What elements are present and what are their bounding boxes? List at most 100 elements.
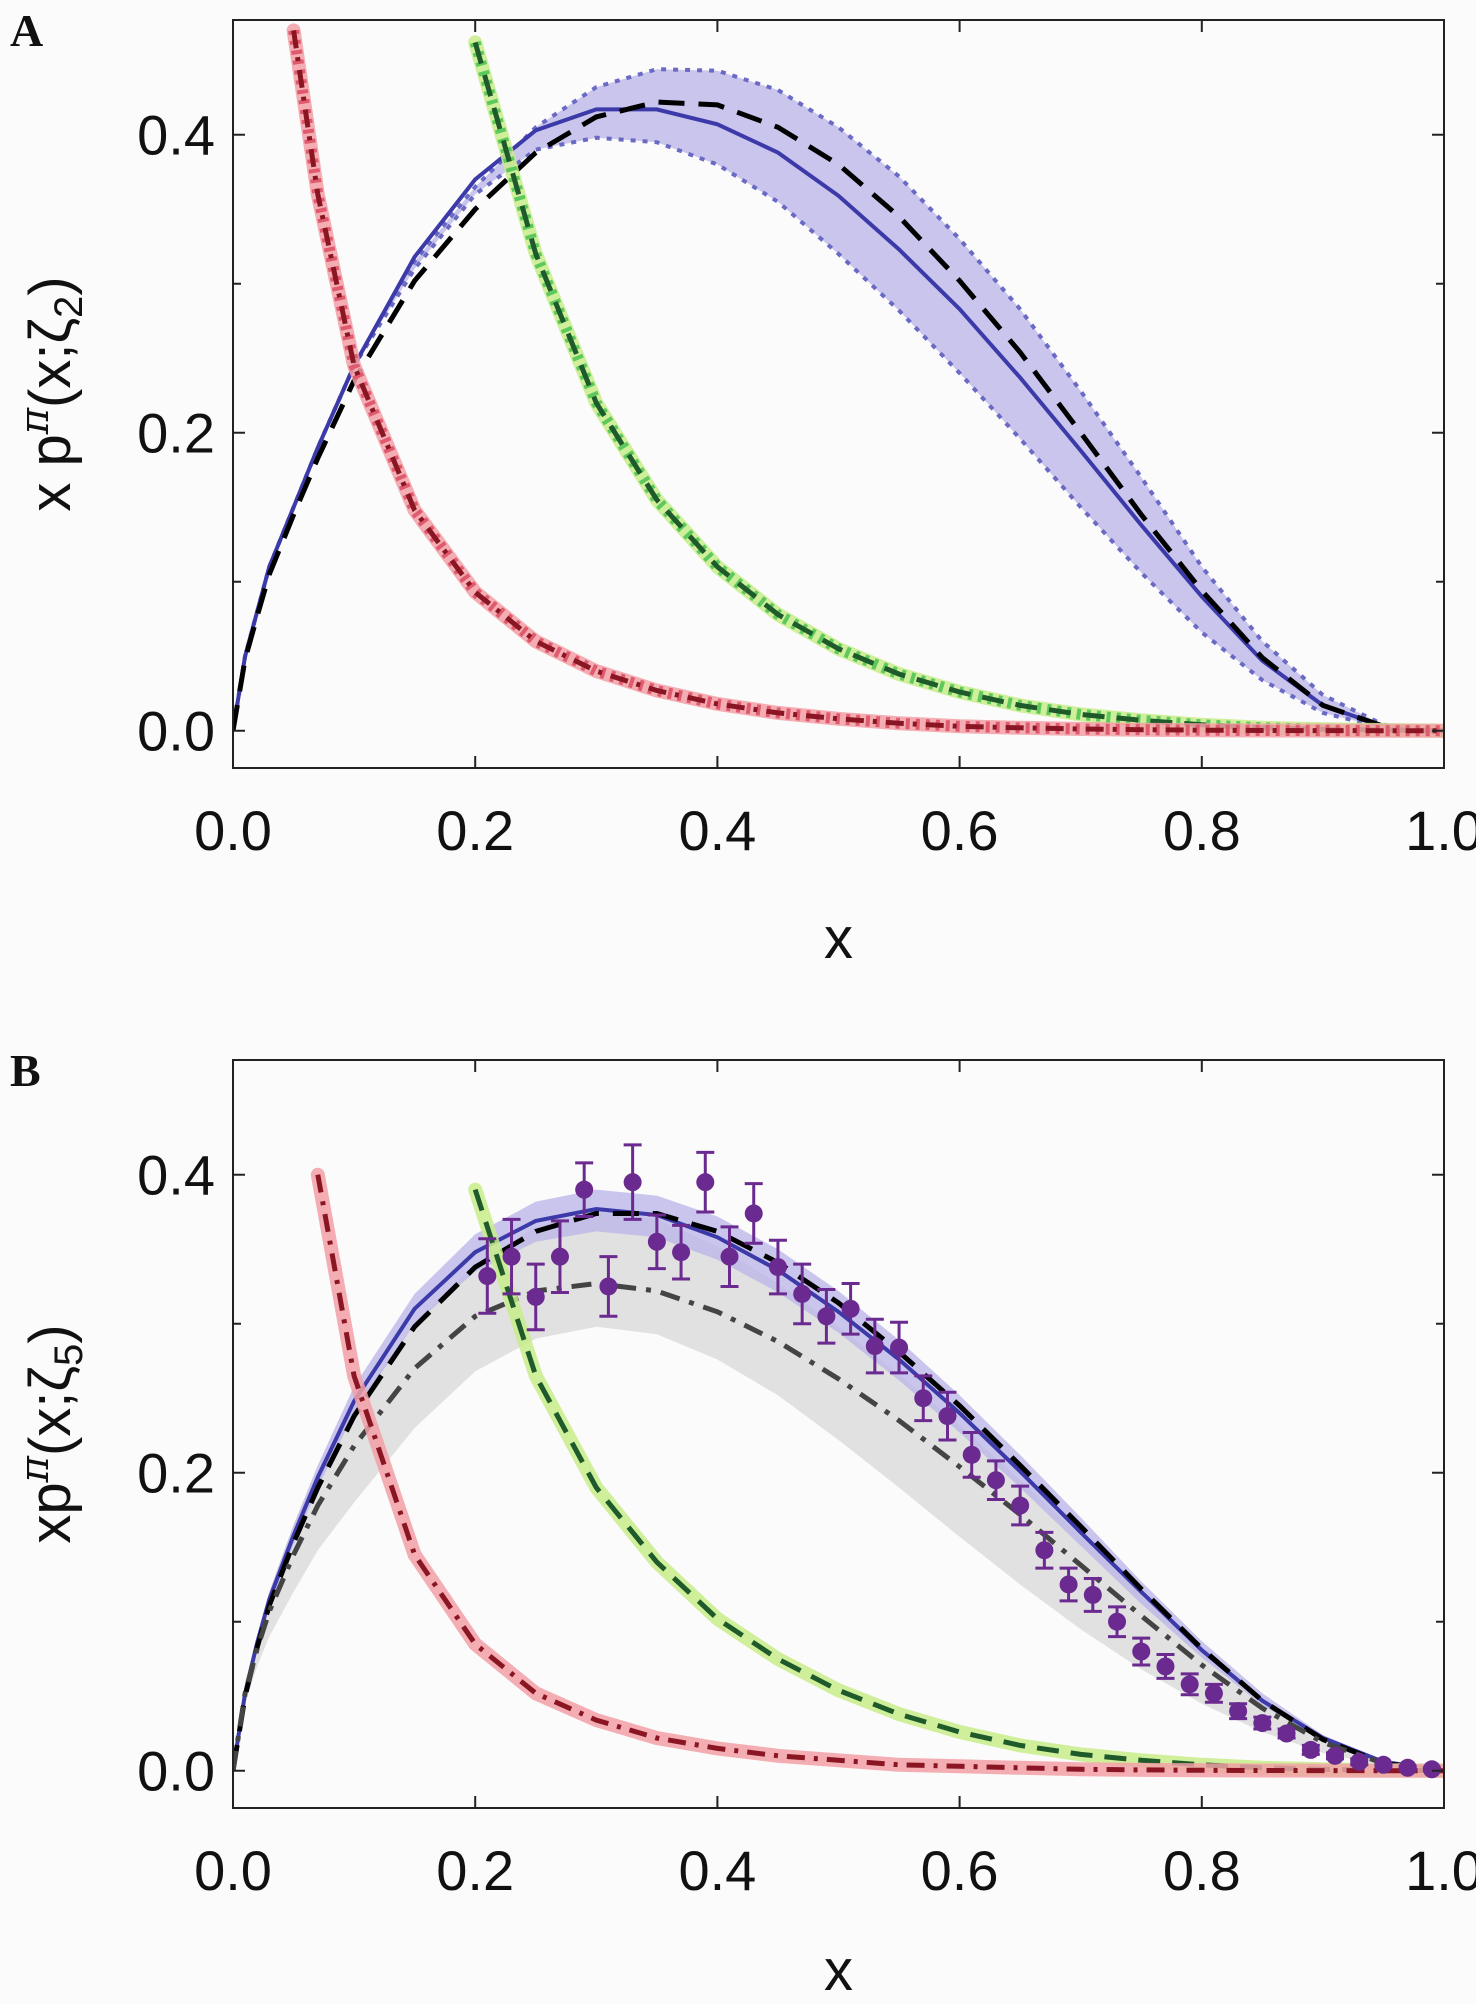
panel-a-red-dashdot-dotted <box>288 29 1444 737</box>
y-tick-label: 0.2 <box>137 1442 215 1505</box>
panel-a-x-axis-label: x <box>824 906 853 971</box>
x-tick-label: 0.8 <box>1163 799 1241 862</box>
y-tick-label: 0.2 <box>137 402 215 465</box>
y-axis-label-part: (x;ζ <box>18 318 83 408</box>
data-marker <box>1108 1612 1127 1631</box>
panel-a-series-green-dashed <box>472 41 1444 734</box>
data-marker <box>986 1471 1005 1490</box>
data-marker <box>623 1173 642 1192</box>
data-point <box>938 1390 957 1442</box>
data-point <box>1035 1530 1054 1570</box>
panel-a-green-dashed-band <box>468 35 1444 738</box>
panel-a-letter: A <box>10 5 43 56</box>
data-marker <box>1398 1758 1417 1777</box>
data-point <box>1108 1605 1127 1639</box>
data-point <box>793 1262 812 1326</box>
y-axis-label-part: ) <box>18 1324 83 1343</box>
x-tick-label: 0.8 <box>1163 1839 1241 1902</box>
y-axis-label-part: ) <box>18 276 83 295</box>
data-marker <box>502 1247 521 1266</box>
data-marker <box>938 1407 957 1426</box>
panel-a-series-blue-solid <box>233 107 1444 733</box>
data-marker <box>1326 1746 1345 1765</box>
panel-a-red-dashdot-band <box>286 23 1444 738</box>
data-marker <box>914 1389 933 1408</box>
data-point <box>1083 1577 1102 1613</box>
x-tick-label: 1.0 <box>1405 799 1476 862</box>
y-axis-label-part: 5 <box>47 1344 91 1366</box>
data-point <box>1422 1760 1441 1779</box>
data-point <box>914 1374 933 1423</box>
y-axis-label-part: π <box>12 407 58 435</box>
data-marker <box>696 1173 715 1192</box>
data-marker <box>478 1267 497 1286</box>
data-point <box>1398 1758 1417 1777</box>
data-point <box>1277 1724 1296 1743</box>
data-point <box>1229 1702 1248 1721</box>
data-marker <box>890 1338 909 1357</box>
x-tick-label: 0.6 <box>921 1839 999 1902</box>
y-tick-label: 0.4 <box>137 104 215 167</box>
panel-a-series-black-dashed <box>233 99 1444 734</box>
panel-a-green-dashed-dotted <box>469 40 1444 737</box>
x-tick-label: 0.4 <box>678 1839 756 1902</box>
panel-a-plot-frame <box>232 19 1445 769</box>
data-marker <box>768 1258 787 1277</box>
data-marker <box>647 1232 666 1251</box>
panel-b-series-gray-dashdot <box>233 1280 1444 1774</box>
panel-a-y-axis-label: x pπ(x;ζ2) <box>12 276 91 511</box>
y-axis-label-part: π <box>12 1455 58 1483</box>
data-point <box>744 1182 763 1245</box>
data-marker <box>575 1180 594 1199</box>
panel-a-plot-area <box>233 23 1444 738</box>
data-marker <box>1301 1740 1320 1759</box>
y-axis-label-part: x p <box>18 434 83 511</box>
panel-b-x-axis-label: x <box>824 1938 853 2003</box>
data-point <box>599 1255 618 1318</box>
data-marker <box>1374 1755 1393 1774</box>
data-point <box>962 1431 981 1479</box>
data-marker <box>1011 1496 1030 1515</box>
data-point <box>1156 1653 1175 1680</box>
x-tick-label: 0.2 <box>436 1839 514 1902</box>
data-point <box>672 1223 691 1281</box>
data-marker <box>817 1307 836 1326</box>
panel-b: 0.0 0.2 0.4 0.6 0.8 1.0 0.0 0.2 0.4 x xpπ(x;ζ5) B <box>10 1045 1476 2003</box>
data-point <box>841 1282 860 1336</box>
data-point <box>720 1225 739 1288</box>
data-marker <box>550 1247 569 1266</box>
data-point <box>1132 1636 1151 1667</box>
data-marker <box>793 1284 812 1303</box>
data-point <box>550 1219 569 1294</box>
y-tick-label: 0.0 <box>137 1740 215 1803</box>
data-point <box>1374 1755 1393 1774</box>
x-tick-label: 0.0 <box>194 799 272 862</box>
panel-b-plot-area <box>233 1143 1444 1779</box>
data-point <box>623 1143 642 1221</box>
data-point <box>1326 1746 1345 1765</box>
panel-a: 0.0 0.2 0.4 0.6 0.8 1.0 0.0 0.2 0.4 x x pπ(x;ζ2) A <box>10 5 1476 971</box>
data-marker <box>1350 1752 1369 1771</box>
data-marker <box>841 1299 860 1318</box>
data-point <box>526 1262 545 1332</box>
data-marker <box>1083 1585 1102 1604</box>
data-point <box>890 1320 909 1375</box>
panel-b-y-axis-label: xpπ(x;ζ5) <box>12 1324 91 1543</box>
data-point <box>575 1161 594 1218</box>
data-marker <box>744 1204 763 1223</box>
panel-b-data-points <box>478 1143 1441 1779</box>
y-tick-label: 0.4 <box>137 1144 215 1207</box>
data-point <box>696 1150 715 1214</box>
data-marker <box>672 1243 691 1262</box>
panel-b-series-blue-solid <box>233 1206 1444 1773</box>
data-marker <box>720 1247 739 1266</box>
x-tick-label: 1.0 <box>1405 1839 1476 1902</box>
data-point <box>768 1238 787 1296</box>
data-marker <box>1277 1724 1296 1743</box>
data-point <box>1350 1752 1369 1771</box>
data-point <box>1011 1484 1030 1527</box>
data-point <box>647 1213 666 1271</box>
data-marker <box>599 1277 618 1296</box>
y-axis-label-part: xp <box>18 1482 83 1543</box>
x-tick-label: 0.0 <box>194 1839 272 1902</box>
